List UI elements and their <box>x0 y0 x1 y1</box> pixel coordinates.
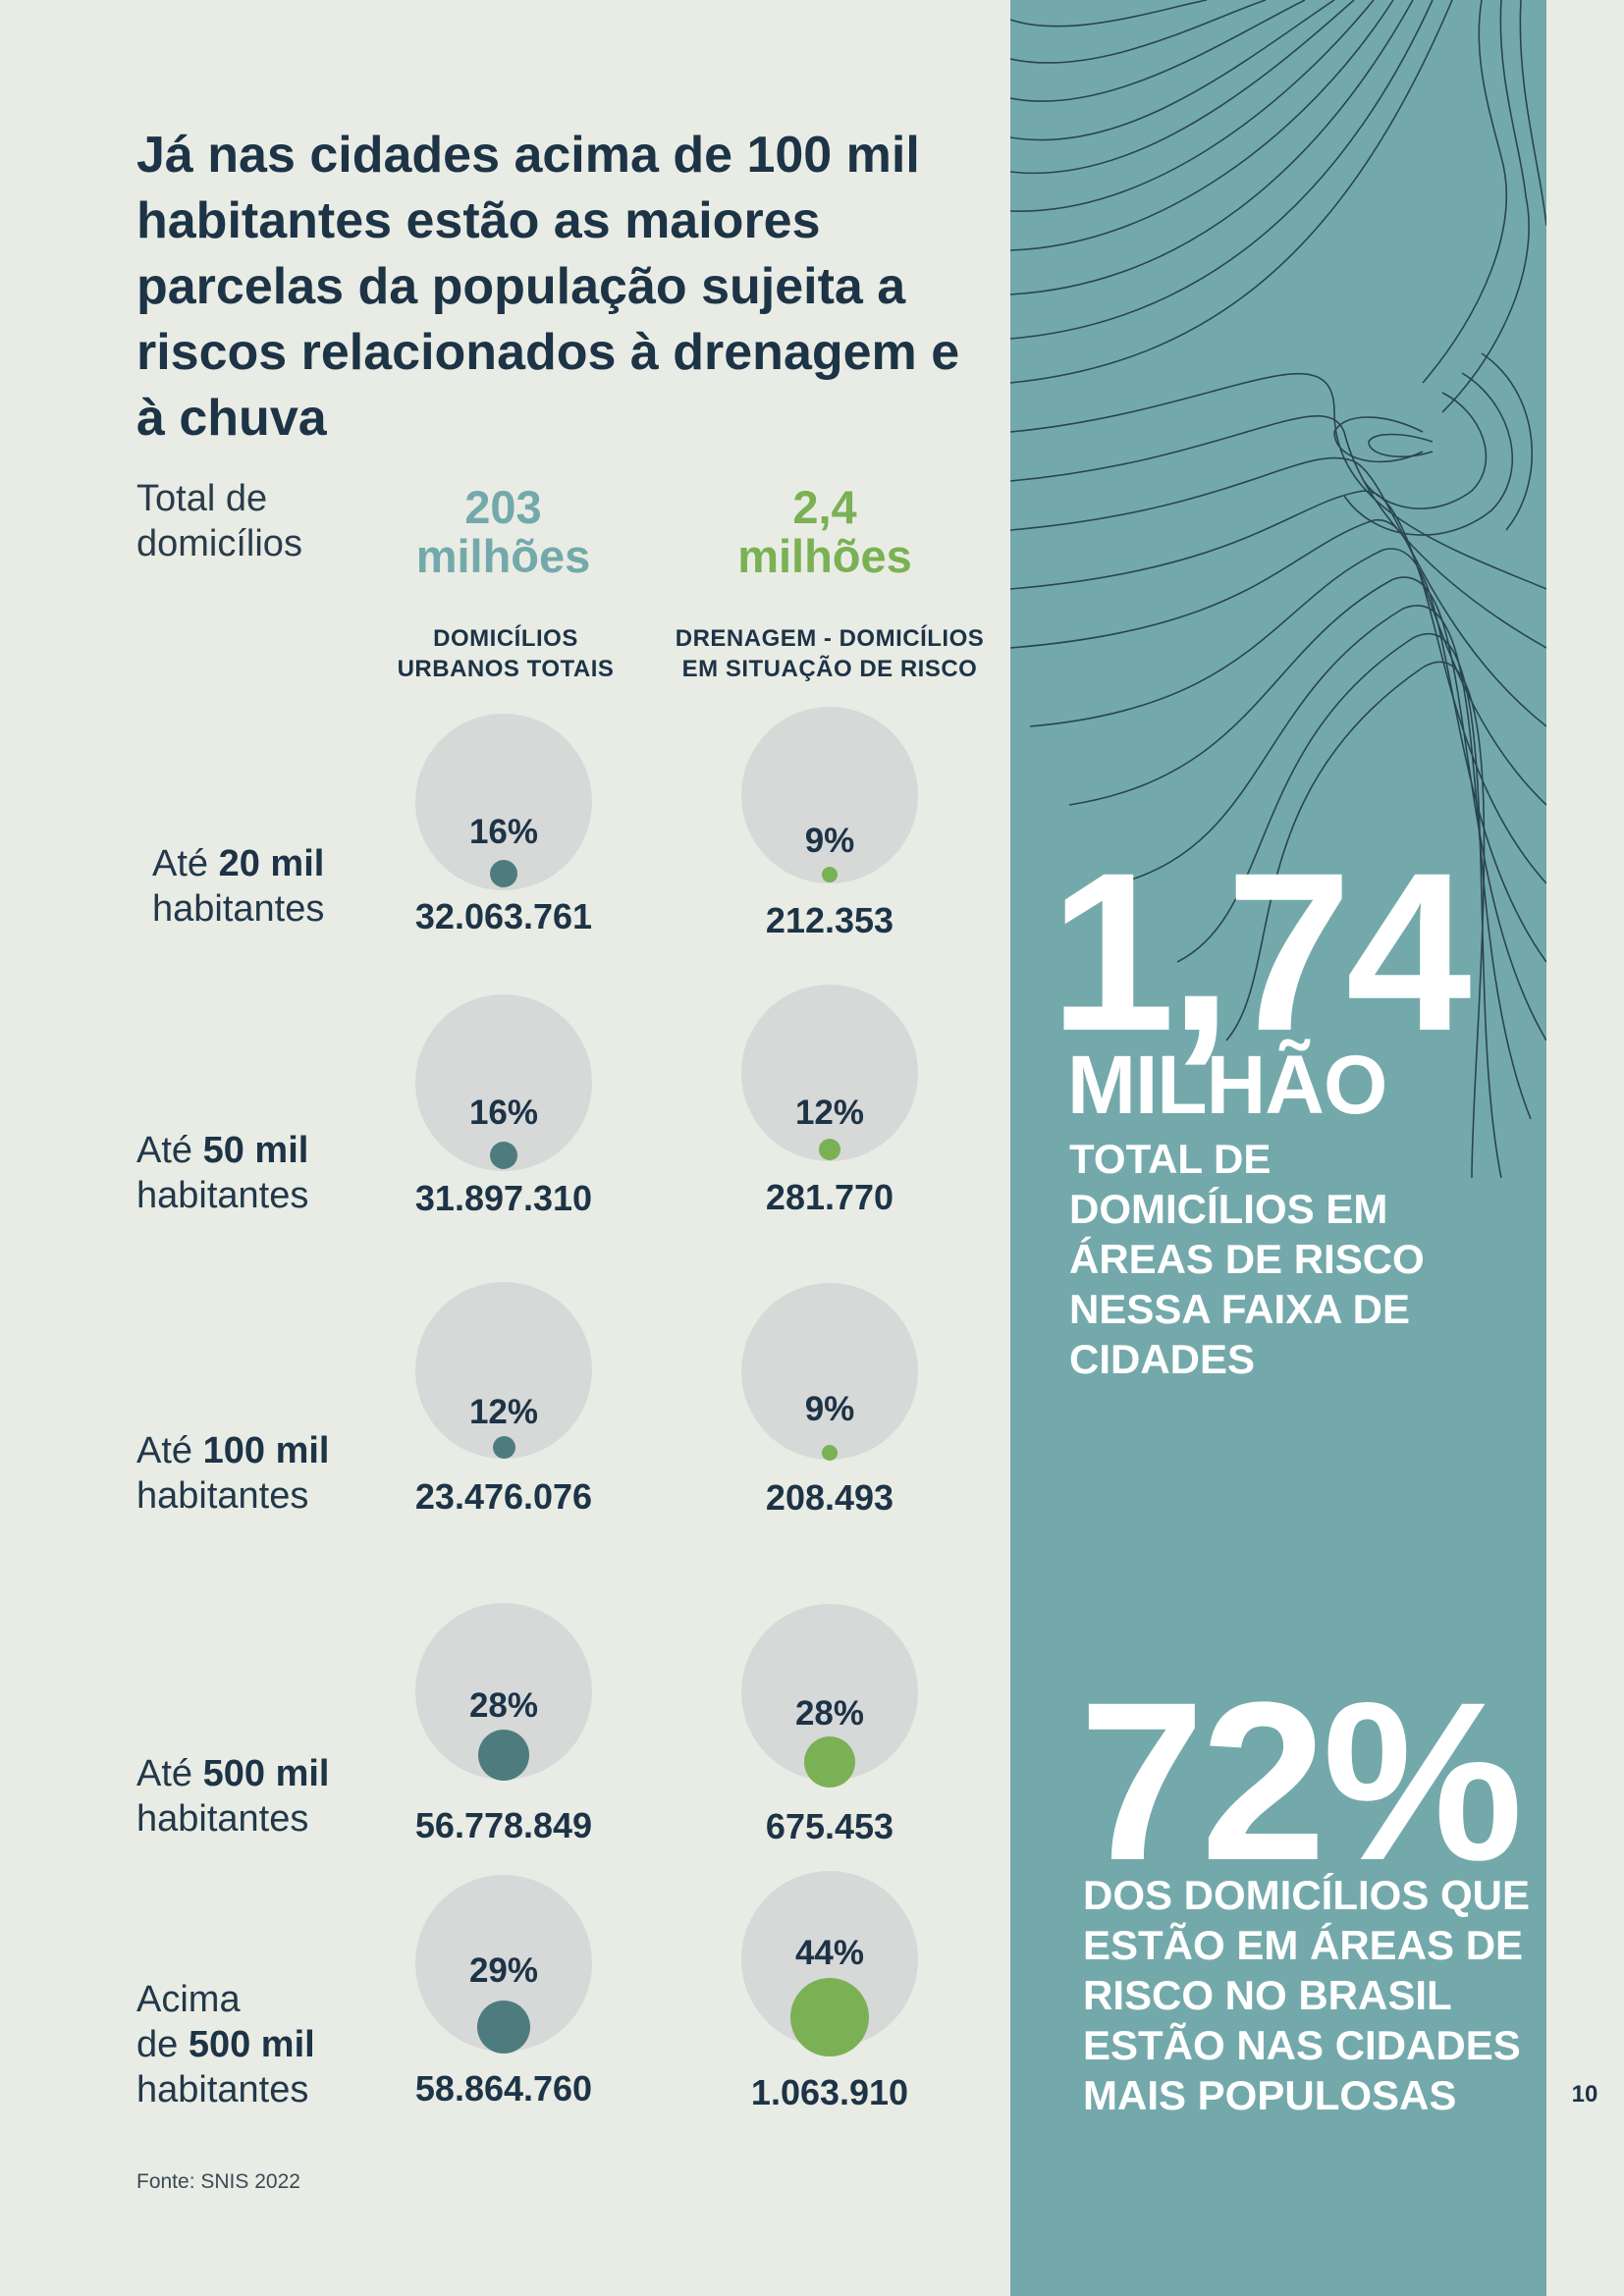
page-headline: Já nas cidades acima de 100 mil habitant… <box>136 127 960 447</box>
risk-pct-acima-500mil: 44% <box>794 1934 865 1972</box>
row-label-bold: 500 mil <box>188 2024 315 2065</box>
row-label-bold: 500 mil <box>202 1753 330 1794</box>
urban-dot-20mil <box>490 860 517 887</box>
urban-count-20mil: 32.063.761 <box>414 896 593 936</box>
side-panel: 1,74 MILHÃO TOTAL DE DOMICÍLIOS EM ÁREAS… <box>1010 0 1546 2296</box>
urban-pct-100mil: 12% <box>468 1393 539 1431</box>
stat-2-description: DOS DOMICÍLIOS QUE ESTÃO EM ÁREAS DE RIS… <box>1083 1872 1531 2118</box>
row-label-500mil: Até 500 mil habitantes <box>136 1751 329 1842</box>
urban-total-unit: milhões <box>415 530 591 582</box>
risk-pct-20mil: 9% <box>804 822 855 860</box>
row-label-prefix: Até <box>136 1430 193 1471</box>
row-label-suffix: habitantes <box>136 1175 309 1216</box>
risk-count-100mil: 208.493 <box>765 1477 894 1518</box>
risk-dot-100mil <box>822 1445 838 1461</box>
row-label-prefix: Acima <box>136 1979 241 2020</box>
urban-total-value: 203 milhões <box>373 483 633 581</box>
risk-dot-20mil <box>822 867 838 882</box>
stat-2-value: 72% <box>1079 1655 1523 1907</box>
urban-bubble-100mil <box>415 1282 592 1459</box>
stat-1-unit: MILHÃO <box>1067 1039 1387 1131</box>
urban-dot-500mil <box>478 1730 529 1781</box>
urban-pct-20mil: 16% <box>468 813 539 851</box>
risk-count-acima-500mil: 1.063.910 <box>750 2072 909 2112</box>
column-heading-urban: DOMICÍLIOS URBANOS TOTAIS <box>397 625 615 682</box>
stat-1-description: TOTAL DE DOMICÍLIOS EM ÁREAS DE RISCO NE… <box>1069 1136 1425 1382</box>
row-label-prefix: Até <box>136 1753 193 1794</box>
row-label-acima-500mil: Acima de 500 mil habitantes <box>136 1977 315 2112</box>
row-label-prefix-2: de <box>136 2024 179 2065</box>
risk-dot-acima-500mil <box>790 1978 869 2056</box>
urban-pct-50mil: 16% <box>468 1094 539 1132</box>
page-number: 10 <box>1571 2081 1598 2108</box>
urban-count-500mil: 56.778.849 <box>414 1805 593 1845</box>
row-label-20mil: Até 20 mil habitantes <box>152 841 324 932</box>
risk-pct-50mil: 12% <box>794 1094 865 1132</box>
urban-pct-500mil: 28% <box>468 1686 539 1725</box>
row-label-100mil: Até 100 mil habitantes <box>136 1428 329 1519</box>
row-label-bold: 100 mil <box>202 1430 330 1471</box>
urban-count-100mil: 23.476.076 <box>414 1476 593 1517</box>
urban-dot-acima-500mil <box>477 2001 530 2054</box>
risk-dot-50mil <box>819 1139 840 1160</box>
risk-dot-500mil <box>804 1736 855 1788</box>
urban-total-number: 203 <box>464 481 542 533</box>
row-label-bold: 50 mil <box>202 1130 309 1171</box>
row-label-prefix: Até <box>152 843 209 884</box>
contour-lines-decoration <box>1010 0 1546 1178</box>
risk-bubble-100mil <box>741 1283 918 1460</box>
risk-total-unit: milhões <box>737 530 912 582</box>
risk-total-value: 2,4 milhões <box>677 483 972 581</box>
row-label-prefix: Até <box>136 1130 193 1171</box>
risk-count-500mil: 675.453 <box>765 1806 894 1846</box>
stat-1-value: 1,74 <box>1050 826 1472 1078</box>
row-label-suffix: habitantes <box>136 2069 309 2110</box>
urban-count-50mil: 31.897.310 <box>414 1178 593 1218</box>
row-label-suffix: habitantes <box>152 888 325 930</box>
urban-dot-50mil <box>490 1142 517 1169</box>
row-label-50mil: Até 50 mil habitantes <box>136 1128 308 1218</box>
urban-pct-acima-500mil: 29% <box>468 1951 539 1990</box>
urban-dot-100mil <box>493 1436 515 1459</box>
risk-total-number: 2,4 <box>792 481 857 533</box>
risk-pct-100mil: 9% <box>804 1390 855 1428</box>
source-note: Fonte: SNIS 2022 <box>136 2170 300 2193</box>
risk-bubble-20mil <box>741 707 918 883</box>
row-label-suffix: habitantes <box>136 1475 309 1517</box>
risk-count-20mil: 212.353 <box>765 900 894 940</box>
column-heading-risk: DRENAGEM - DOMICÍLIOS EM SITUAÇÃO DE RIS… <box>675 625 985 682</box>
row-label-suffix: habitantes <box>136 1798 309 1840</box>
row-label-bold: 20 mil <box>218 843 325 884</box>
risk-bubble-50mil <box>741 985 918 1161</box>
urban-count-acima-500mil: 58.864.760 <box>414 2068 593 2109</box>
risk-pct-500mil: 28% <box>794 1694 865 1733</box>
risk-count-50mil: 281.770 <box>765 1177 894 1217</box>
total-domicilios-label: Total de domicílios <box>136 478 302 564</box>
